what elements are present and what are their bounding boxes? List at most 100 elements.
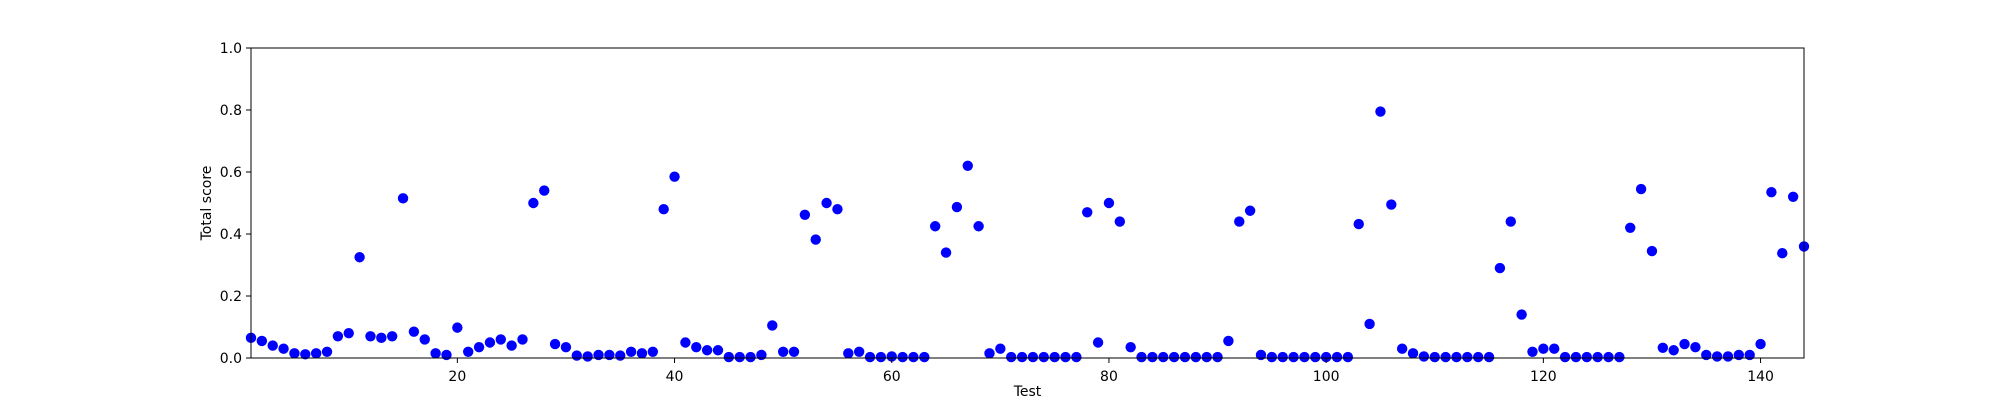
data-point	[343, 328, 354, 339]
data-point	[1244, 205, 1256, 216]
data-point	[984, 348, 995, 359]
data-point	[658, 204, 669, 215]
data-point	[1353, 218, 1364, 230]
data-point	[647, 346, 659, 357]
data-point	[1722, 351, 1734, 362]
data-point	[1635, 183, 1647, 195]
data-point	[1690, 341, 1701, 353]
data-point	[321, 346, 333, 357]
data-point	[962, 160, 973, 171]
data-point	[289, 348, 300, 359]
data-point	[1418, 351, 1430, 362]
x-tick-label: 100	[1313, 369, 1340, 385]
data-point	[951, 201, 963, 213]
data-point	[1299, 351, 1310, 363]
data-point	[1462, 351, 1473, 363]
data-point	[908, 351, 919, 363]
data-point	[1657, 342, 1669, 353]
data-point	[1277, 351, 1288, 363]
data-point	[593, 349, 604, 361]
x-tick-label: 80	[1100, 369, 1118, 385]
data-point	[441, 349, 452, 361]
data-point	[777, 346, 789, 357]
data-point	[332, 331, 344, 342]
data-point	[712, 345, 724, 356]
data-point	[625, 346, 637, 357]
data-point	[1668, 345, 1679, 356]
data-point	[1603, 351, 1614, 363]
data-point	[799, 209, 811, 220]
data-point	[1168, 351, 1180, 363]
data-point	[1364, 318, 1375, 330]
data-point	[560, 341, 572, 353]
data-point	[1711, 351, 1723, 362]
x-tick-label: 140	[1747, 369, 1774, 385]
data-point	[1592, 351, 1603, 363]
data-point	[463, 346, 474, 357]
data-point	[1549, 343, 1560, 354]
data-point	[1147, 351, 1158, 363]
x-axis-label: Test	[1013, 384, 1042, 400]
data-point	[1288, 351, 1299, 363]
data-point	[1679, 338, 1690, 350]
data-point	[680, 337, 691, 348]
data-point	[1733, 349, 1745, 361]
x-tick-label: 40	[666, 369, 684, 385]
data-point	[419, 334, 430, 345]
data-point	[1472, 351, 1484, 363]
data-point	[386, 331, 398, 342]
data-point	[1559, 351, 1571, 363]
data-point	[310, 348, 322, 359]
data-point	[1266, 351, 1278, 363]
data-point	[821, 197, 832, 209]
data-point	[1407, 348, 1419, 359]
data-point	[1516, 309, 1527, 320]
data-point	[853, 346, 865, 357]
y-tick-label: 0.2	[220, 289, 242, 305]
data-point	[539, 185, 550, 196]
y-tick-label: 1.0	[220, 41, 242, 57]
data-point	[1114, 216, 1126, 227]
data-point	[843, 348, 854, 359]
data-point	[1538, 343, 1549, 354]
data-point	[571, 350, 583, 361]
data-point	[1212, 351, 1223, 363]
data-point	[1386, 199, 1397, 210]
data-point	[1016, 351, 1028, 363]
data-point	[1158, 351, 1169, 363]
data-point	[636, 348, 648, 359]
data-point	[1331, 351, 1343, 363]
data-point	[278, 343, 289, 354]
data-point	[354, 252, 365, 263]
data-point	[1787, 191, 1799, 202]
data-point	[897, 351, 908, 363]
data-point	[832, 204, 843, 215]
data-point	[1451, 351, 1462, 363]
data-point	[484, 337, 496, 348]
data-point	[669, 171, 680, 182]
data-point	[767, 320, 778, 331]
data-point	[1581, 351, 1592, 363]
data-point	[1320, 351, 1332, 363]
data-point	[1082, 207, 1093, 218]
data-point	[1038, 351, 1049, 363]
y-tick-label: 0.0	[220, 351, 242, 367]
data-point	[452, 322, 463, 333]
data-point	[1396, 343, 1408, 354]
data-point	[1766, 186, 1777, 198]
data-point	[1777, 248, 1788, 259]
data-point	[756, 349, 767, 361]
plot-frame	[250, 47, 1805, 359]
data-point	[864, 351, 876, 363]
data-point	[1234, 216, 1245, 227]
data-point	[886, 351, 897, 362]
y-tick-label: 0.4	[220, 227, 242, 243]
data-point	[875, 351, 887, 363]
data-point	[734, 351, 745, 363]
data-point	[365, 331, 376, 342]
data-point	[973, 221, 984, 232]
data-point	[810, 234, 821, 245]
y-axis-label: Total score	[199, 166, 215, 242]
